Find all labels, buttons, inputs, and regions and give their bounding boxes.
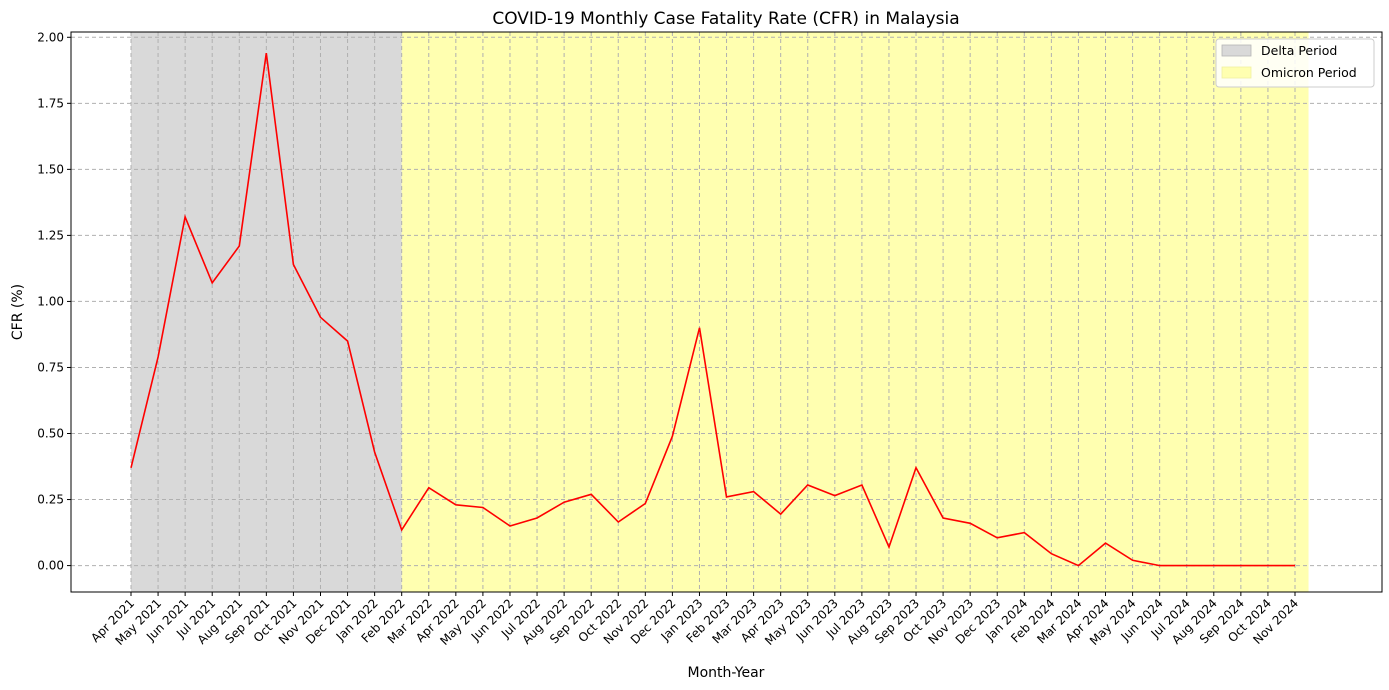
- shaded-region-omicron: [401, 32, 1309, 592]
- legend-swatch-omicron: [1221, 66, 1252, 79]
- series-lines: [130, 52, 1295, 567]
- y-tick-label: 0.50: [37, 427, 64, 441]
- y-tick-label: 0.75: [37, 360, 64, 374]
- y-tick-label: 1.00: [37, 294, 64, 308]
- y-tick-label: 0.00: [37, 559, 64, 573]
- x-axis-title: Month-Year: [688, 665, 765, 681]
- grid-lines: [71, 32, 1382, 592]
- chart-title: COVID-19 Monthly Case Fatality Rate (CFR…: [492, 9, 959, 29]
- y-tick-label: 1.25: [37, 228, 64, 242]
- y-axis-ticks: 0.00 0.25 0.50 0.75 1.00 1.25 1.50 1.75 2.00: [37, 30, 71, 573]
- legend-label-omicron: Omicron Period: [1261, 65, 1357, 80]
- y-tick-label: 0.25: [37, 493, 64, 507]
- cfr-line: [130, 52, 1295, 567]
- y-tick-label: 1.75: [37, 96, 64, 110]
- legend: Delta Period Omicron Period: [1215, 38, 1375, 88]
- y-axis-title: CFR (%): [10, 284, 26, 340]
- shaded-regions: [131, 32, 1309, 592]
- legend-swatch-delta: [1221, 44, 1252, 57]
- legend-box: [1215, 38, 1375, 88]
- y-tick-label: 2.00: [37, 30, 64, 44]
- legend-label-delta: Delta Period: [1261, 43, 1337, 58]
- y-tick-label: 1.50: [37, 162, 64, 176]
